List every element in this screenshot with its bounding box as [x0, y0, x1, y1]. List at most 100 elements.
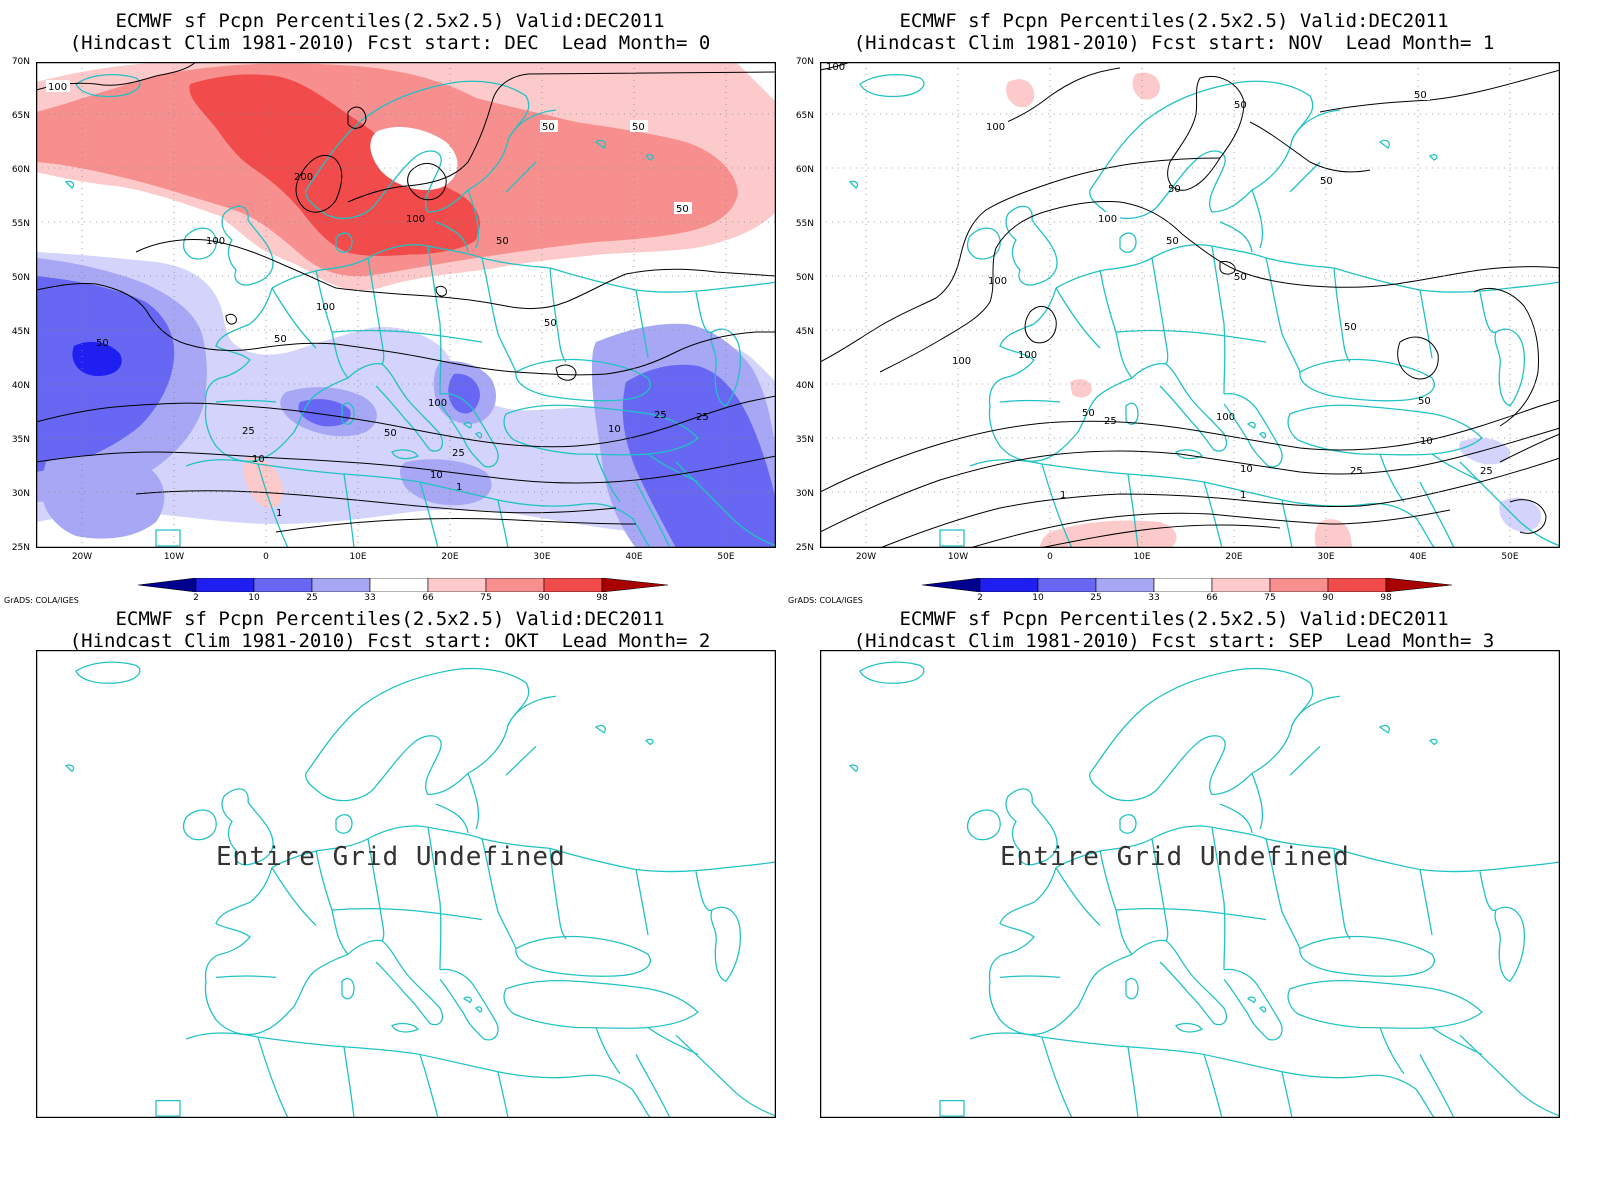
colorbar-tick: 90 — [1322, 593, 1334, 603]
panel-title-line1: ECMWF sf Pcpn Percentiles(2.5x2.5) Valid… — [115, 608, 665, 630]
colorbar — [138, 578, 668, 592]
contour-label: 10 — [1420, 436, 1433, 447]
colorbar-tick: 33 — [364, 593, 376, 603]
contour-label: 50 — [1414, 90, 1427, 101]
lon-label: 30E — [533, 552, 551, 562]
map-area — [820, 650, 1560, 1118]
contour-label: 100 — [988, 276, 1007, 287]
grads-credit: GrADS: COLA/IGES — [4, 596, 79, 605]
lat-label: 25N — [11, 543, 30, 553]
lat-label: 45N — [11, 327, 30, 337]
contour-label: 1 — [276, 508, 282, 519]
map-area: 100 100 50 50 50 100 50 100 50 50 100 10… — [820, 62, 1560, 548]
contour-label: 50 — [1234, 100, 1247, 111]
contour-label: 1 — [1240, 490, 1246, 501]
contour-label: 25 — [1350, 466, 1363, 477]
contour-label: 100 — [826, 62, 845, 73]
colorbar-right-arrow-icon — [601, 578, 668, 592]
lon-label: 40E — [1409, 552, 1427, 562]
map-frame — [820, 62, 1560, 548]
contour-label: 100 — [1018, 350, 1037, 361]
colorbar-left-arrow-icon — [138, 578, 197, 592]
lon-label: 10W — [947, 552, 969, 562]
lon-label: 30E — [1317, 552, 1335, 562]
lat-label: 50N — [795, 273, 814, 283]
contour-label: 100 — [1098, 214, 1117, 225]
panel-title-line1: ECMWF sf Pcpn Percentiles(2.5x2.5) Valid… — [115, 10, 665, 32]
contour-label: 50 — [1168, 184, 1181, 195]
contour-label: 25 — [242, 426, 255, 437]
lat-label: 35N — [11, 435, 30, 445]
panel-title-line2: (Hindcast Clim 1981-2010) Fcst start: OK… — [69, 630, 711, 652]
contour-label: 25 — [452, 448, 465, 459]
colorbar-tick: 66 — [422, 593, 434, 603]
map-area — [36, 650, 776, 1118]
contour-label: 100 — [1216, 412, 1235, 423]
contour-label: 50 — [632, 122, 645, 133]
lat-label: 70N — [795, 57, 814, 67]
contour-label: 50 — [544, 318, 557, 329]
contour-label: 200 — [294, 172, 313, 183]
lat-label: 40N — [11, 381, 30, 391]
lat-label: 40N — [795, 381, 814, 391]
colorbar-tick: 25 — [1090, 593, 1102, 603]
contour-label: 50 — [384, 428, 397, 439]
map-frame — [820, 650, 1560, 1118]
colorbar-tick: 10 — [248, 593, 260, 603]
coastline — [849, 661, 1560, 1118]
lat-label: 55N — [795, 219, 814, 229]
contour-label: 100 — [986, 122, 1005, 133]
contour-label: 50 — [496, 236, 509, 247]
panel-title-line2: (Hindcast Clim 1981-2010) Fcst start: SE… — [853, 630, 1495, 652]
percentile-shading — [1006, 72, 1542, 548]
contour-label: 50 — [96, 338, 109, 349]
colorbar-tick: 98 — [596, 593, 608, 603]
map-frame — [36, 62, 776, 548]
coastline — [849, 73, 1560, 548]
lon-label: 20W — [855, 552, 877, 562]
contour-label: 50 — [542, 122, 555, 133]
panel-title-line2: (Hindcast Clim 1981-2010) Fcst start: DE… — [69, 32, 711, 54]
contour-label: 100 — [406, 214, 425, 225]
contour-label: 50 — [1320, 176, 1333, 187]
contour-label: 100 — [952, 356, 971, 367]
panel-title-line1: ECMWF sf Pcpn Percentiles(2.5x2.5) Valid… — [899, 10, 1449, 32]
lon-label: 0 — [1047, 552, 1053, 562]
contour-label: 50 — [1166, 236, 1179, 247]
colorbar-tick: 75 — [480, 593, 492, 603]
contour-label: 10 — [252, 454, 265, 465]
lat-label: 60N — [795, 165, 814, 175]
colorbar-left-arrow-icon — [922, 578, 981, 592]
contour-label: 50 — [676, 204, 689, 215]
panel-lead-3: ECMWF sf Pcpn Percentiles(2.5x2.5) Valid… — [784, 598, 1564, 1198]
map-frame — [36, 650, 776, 1118]
contour-label: 50 — [1234, 272, 1247, 283]
contour-label: 100 — [428, 398, 447, 409]
lat-label: 65N — [795, 111, 814, 121]
lat-label: 55N — [11, 219, 30, 229]
lat-label: 30N — [11, 489, 30, 499]
lat-label: 70N — [11, 57, 30, 67]
contour-label: 10 — [1240, 464, 1253, 475]
colorbar-tick: 2 — [193, 593, 199, 603]
panel-title-line2: (Hindcast Clim 1981-2010) Fcst start: NO… — [853, 32, 1495, 54]
contour-label: 50 — [274, 334, 287, 345]
lon-label: 40E — [625, 552, 643, 562]
lat-label: 65N — [11, 111, 30, 121]
contour-label: 50 — [1082, 408, 1095, 419]
lat-lon-grid — [820, 62, 1560, 548]
panel-title-line1: ECMWF sf Pcpn Percentiles(2.5x2.5) Valid… — [899, 608, 1449, 630]
contour-label: 100 — [316, 302, 335, 313]
lat-label: 25N — [795, 543, 814, 553]
contour-label: 100 — [206, 236, 225, 247]
panel-lead-1: ECMWF sf Pcpn Percentiles(2.5x2.5) Valid… — [784, 0, 1564, 605]
lat-label: 60N — [11, 165, 30, 175]
lon-label: 20W — [71, 552, 93, 562]
contour-label: 1 — [1060, 490, 1066, 501]
lon-label: 50E — [1501, 552, 1519, 562]
lat-label: 35N — [795, 435, 814, 445]
colorbar-tick: 10 — [1032, 593, 1044, 603]
grads-credit: GrADS: COLA/IGES — [788, 596, 863, 605]
contour-label: 25 — [1480, 466, 1493, 477]
lon-label: 10W — [163, 552, 185, 562]
